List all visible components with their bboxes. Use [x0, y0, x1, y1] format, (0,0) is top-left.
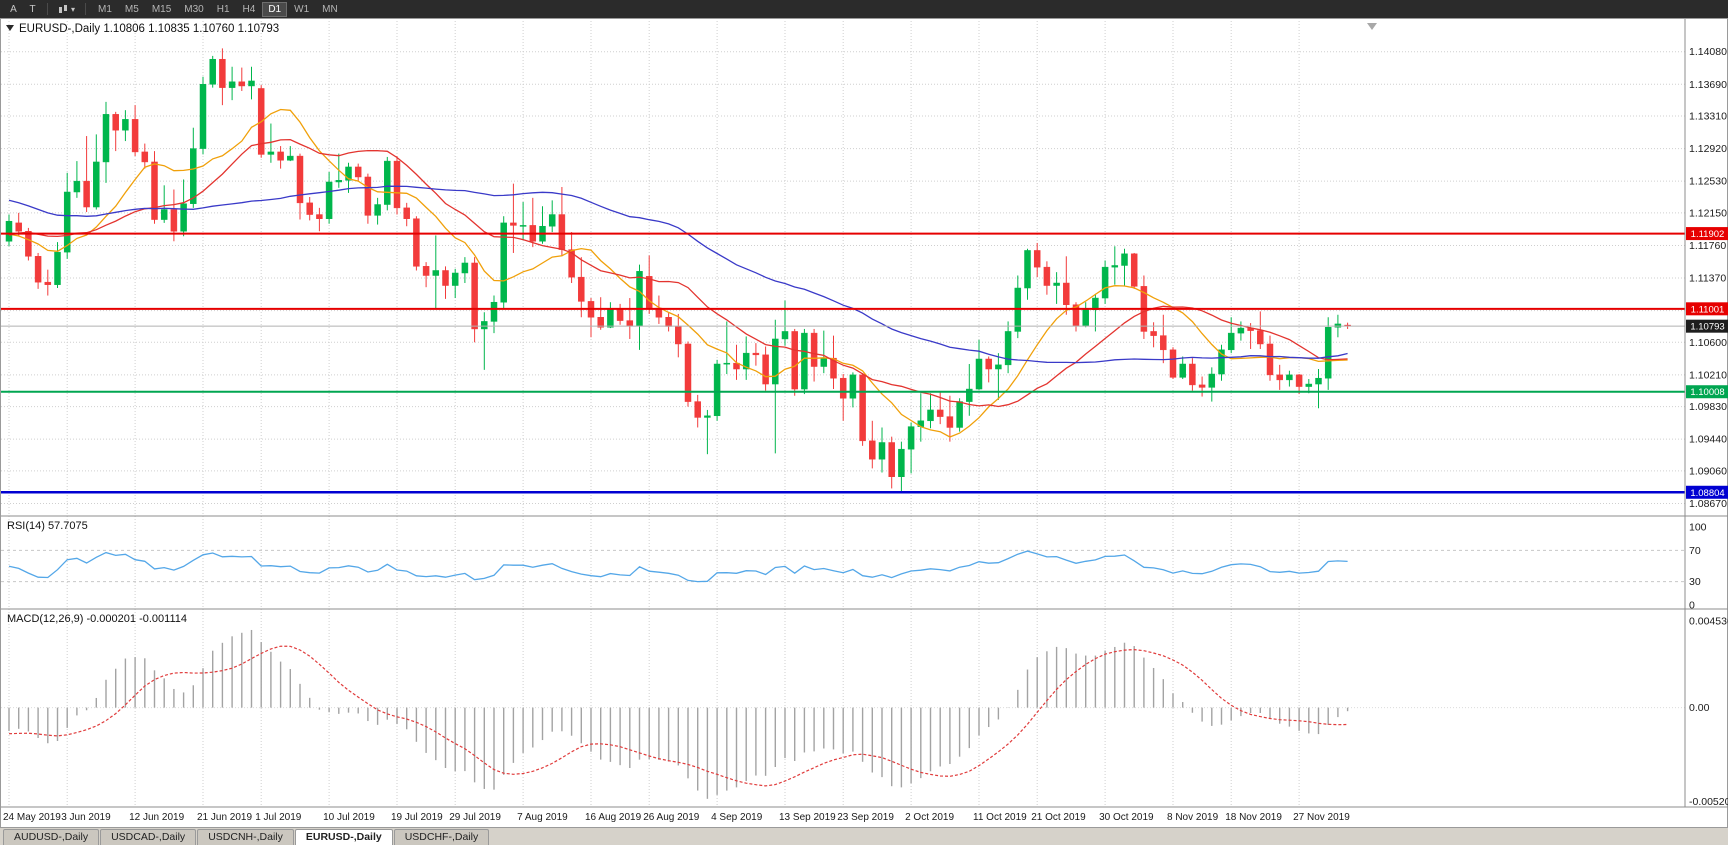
- svg-text:1.12920: 1.12920: [1689, 143, 1727, 155]
- svg-text:1.12150: 1.12150: [1689, 207, 1727, 219]
- timeframe-button-m30[interactable]: M30: [178, 2, 209, 17]
- svg-text:26 Aug 2019: 26 Aug 2019: [643, 812, 700, 823]
- svg-text:8 Nov 2019: 8 Nov 2019: [1167, 812, 1219, 823]
- svg-text:100: 100: [1689, 522, 1707, 534]
- svg-text:13 Sep 2019: 13 Sep 2019: [779, 812, 836, 823]
- svg-text:1.09440: 1.09440: [1689, 434, 1727, 446]
- chart-tab-eurusddaily[interactable]: EURUSD-,Daily: [294, 829, 393, 845]
- svg-text:1.10008: 1.10008: [1690, 387, 1724, 398]
- svg-text:1.11370: 1.11370: [1689, 273, 1726, 285]
- timeframe-button-mn[interactable]: MN: [316, 2, 344, 17]
- svg-text:27 Nov 2019: 27 Nov 2019: [1293, 812, 1350, 823]
- text-tool-button[interactable]: T: [24, 2, 41, 17]
- timeframe-group: M1 M5 M15 M30 H1 H4 D1 W1 MN: [92, 1, 344, 17]
- svg-text:21 Oct 2019: 21 Oct 2019: [1031, 812, 1086, 823]
- chart-toolbar: A T ▾ M1 M5 M15 M30 H1 H4 D1 W1 MN: [0, 0, 1728, 18]
- svg-text:1.11001: 1.11001: [1691, 304, 1725, 315]
- timeframe-button-m15[interactable]: M15: [146, 2, 177, 17]
- one-click-trading-icon: [6, 25, 14, 31]
- chart-tab-usdchfdaily[interactable]: USDCHF-,Daily: [393, 829, 490, 845]
- chart-type-dropdown[interactable]: ▾: [54, 2, 79, 17]
- chart-shift-marker-icon: [1367, 23, 1377, 30]
- svg-text:3 Jun 2019: 3 Jun 2019: [61, 812, 111, 823]
- timeframe-button-h4[interactable]: H4: [237, 2, 262, 17]
- svg-text:16 Aug 2019: 16 Aug 2019: [585, 812, 642, 823]
- svg-text:7 Aug 2019: 7 Aug 2019: [517, 812, 568, 823]
- svg-text:1 Jul 2019: 1 Jul 2019: [255, 812, 302, 823]
- svg-text:1.11760: 1.11760: [1689, 240, 1726, 252]
- svg-text:-0.005205: -0.005205: [1689, 796, 1728, 808]
- svg-text:1.08670: 1.08670: [1689, 498, 1727, 510]
- svg-text:1.09060: 1.09060: [1689, 465, 1727, 477]
- svg-text:1.10210: 1.10210: [1689, 369, 1727, 381]
- chart-tab-usdcnhdaily[interactable]: USDCNH-,Daily: [197, 829, 294, 845]
- svg-text:18 Nov 2019: 18 Nov 2019: [1225, 812, 1282, 823]
- svg-text:1.12530: 1.12530: [1689, 176, 1727, 188]
- chart-canvas[interactable]: 1.14080 1.13690 1.13310 1.12920 1.12530 1.121…: [1, 19, 1728, 828]
- svg-text:2 Oct 2019: 2 Oct 2019: [905, 812, 954, 823]
- toolbar-separator: [85, 3, 87, 15]
- timeframe-button-m1[interactable]: M1: [92, 2, 118, 17]
- chart-window: 1.14080 1.13690 1.13310 1.12920 1.12530 1.121…: [0, 18, 1728, 827]
- svg-text:4 Sep 2019: 4 Sep 2019: [711, 812, 763, 823]
- timeframe-button-w1[interactable]: W1: [288, 2, 315, 17]
- chevron-down-icon: ▾: [71, 4, 76, 14]
- svg-text:1.13690: 1.13690: [1689, 79, 1727, 91]
- svg-text:EURUSD-,Daily 1.10806 1.10835: EURUSD-,Daily 1.10806 1.10835 1.10760 1.…: [19, 23, 279, 35]
- svg-text:1.14080: 1.14080: [1689, 46, 1727, 58]
- chart-tab-usdcaddaily[interactable]: USDCAD-,Daily: [100, 829, 197, 845]
- svg-text:1.13310: 1.13310: [1689, 111, 1727, 123]
- svg-text:RSI(14) 57.7075: RSI(14) 57.7075: [7, 520, 88, 532]
- svg-text:23 Sep 2019: 23 Sep 2019: [837, 812, 894, 823]
- candlestick-chart-icon: [58, 4, 69, 15]
- svg-text:11 Oct 2019: 11 Oct 2019: [973, 812, 1027, 823]
- annotation-tool-button[interactable]: A: [5, 2, 22, 17]
- timeframe-button-d1[interactable]: D1: [262, 1, 288, 17]
- svg-text:24 May 2019: 24 May 2019: [3, 812, 61, 823]
- svg-text:0.00: 0.00: [1689, 702, 1710, 714]
- chart-tabs-bar: AUDUSD-,Daily USDCAD-,Daily USDCNH-,Daily E…: [0, 827, 1728, 845]
- svg-text:1.09830: 1.09830: [1689, 401, 1727, 413]
- svg-text:1.08804: 1.08804: [1690, 488, 1724, 499]
- svg-text:19 Jul 2019: 19 Jul 2019: [391, 812, 443, 823]
- svg-text:0.004536: 0.004536: [1689, 616, 1728, 628]
- timeframe-button-h1[interactable]: H1: [211, 2, 236, 17]
- chart-tab-audusddaily[interactable]: AUDUSD-,Daily: [3, 829, 100, 845]
- svg-text:1.11902: 1.11902: [1691, 229, 1725, 240]
- svg-text:1.10793: 1.10793: [1690, 322, 1724, 333]
- timeframe-button-m5[interactable]: M5: [119, 2, 145, 17]
- svg-text:30 Oct 2019: 30 Oct 2019: [1099, 812, 1154, 823]
- svg-text:12 Jun 2019: 12 Jun 2019: [129, 812, 184, 823]
- svg-text:10 Jul 2019: 10 Jul 2019: [323, 812, 375, 823]
- svg-text:0: 0: [1689, 600, 1695, 612]
- toolbar-separator: [47, 3, 48, 15]
- svg-text:30: 30: [1689, 576, 1701, 588]
- svg-text:70: 70: [1689, 545, 1701, 557]
- svg-text:1.10600: 1.10600: [1689, 337, 1727, 349]
- svg-text:29 Jul 2019: 29 Jul 2019: [449, 812, 501, 823]
- svg-text:MACD(12,26,9) -0.000201 -0.001: MACD(12,26,9) -0.000201 -0.001114: [7, 613, 187, 625]
- svg-text:21 Jun 2019: 21 Jun 2019: [197, 812, 252, 823]
